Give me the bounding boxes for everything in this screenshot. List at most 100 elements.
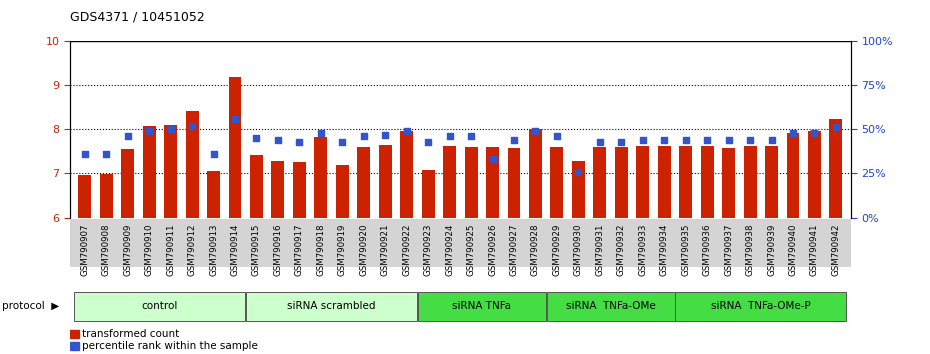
Point (120, 133, 135, 139)
FancyBboxPatch shape (74, 292, 246, 321)
Point (786, 130, 801, 136)
Text: percentile rank within the sample: percentile rank within the sample (82, 341, 258, 351)
Text: GSM790933: GSM790933 (638, 223, 647, 276)
Bar (465, 147, 477, 218)
Text: siRNA  TNFa-OMe: siRNA TNFa-OMe (565, 301, 656, 311)
Bar (70, 342, 78, 350)
Point (699, 137, 714, 143)
Bar (723, 148, 735, 218)
Text: control: control (141, 301, 178, 311)
Text: transformed count: transformed count (82, 329, 179, 339)
Bar (744, 146, 756, 218)
Text: GSM790915: GSM790915 (252, 223, 261, 276)
Text: GSM790935: GSM790935 (681, 223, 690, 276)
Text: GSM790937: GSM790937 (724, 223, 733, 276)
Text: GSM790917: GSM790917 (295, 223, 304, 276)
Point (442, 133, 457, 139)
Text: GSM790928: GSM790928 (531, 223, 540, 276)
Point (185, 123, 200, 129)
Text: GSM790929: GSM790929 (552, 223, 562, 276)
Bar (314, 137, 327, 218)
Bar (421, 170, 434, 218)
Text: GSM790922: GSM790922 (402, 223, 411, 276)
Bar (679, 146, 692, 218)
Text: GSM790923: GSM790923 (424, 223, 432, 276)
Text: GSM790931: GSM790931 (595, 223, 604, 276)
Bar (830, 119, 843, 218)
Point (313, 130, 328, 136)
Point (399, 128, 414, 134)
Point (163, 126, 178, 132)
Bar (444, 146, 456, 218)
Text: GSM790930: GSM790930 (574, 223, 583, 276)
FancyBboxPatch shape (246, 292, 417, 321)
Point (378, 132, 392, 137)
Bar (551, 147, 564, 218)
Bar (508, 148, 521, 218)
Text: GSM790918: GSM790918 (316, 223, 326, 276)
Text: GSM790927: GSM790927 (510, 223, 519, 276)
Point (507, 137, 522, 143)
Point (99, 151, 113, 157)
Bar (250, 155, 263, 218)
Text: protocol  ▶: protocol ▶ (2, 301, 60, 311)
Bar (765, 146, 778, 218)
Bar (400, 131, 413, 218)
Point (743, 137, 758, 143)
Bar (593, 147, 606, 218)
Text: GSM790939: GSM790939 (767, 223, 776, 276)
FancyBboxPatch shape (675, 292, 846, 321)
Point (206, 151, 221, 157)
Point (292, 139, 307, 144)
Text: GSM790940: GSM790940 (789, 223, 798, 276)
Text: GSM790914: GSM790914 (231, 223, 240, 276)
Point (614, 139, 629, 144)
Text: GSM790932: GSM790932 (617, 223, 626, 276)
Point (485, 156, 500, 162)
Point (721, 137, 736, 143)
Point (464, 133, 479, 139)
Text: GSM790919: GSM790919 (338, 223, 347, 276)
Text: GSM790938: GSM790938 (746, 223, 754, 276)
Text: siRNA TNFa: siRNA TNFa (452, 301, 512, 311)
Point (592, 139, 607, 144)
Text: GSM790910: GSM790910 (145, 223, 153, 276)
Bar (486, 147, 499, 218)
Text: GSM790941: GSM790941 (810, 223, 819, 276)
Bar (357, 147, 370, 218)
Bar (636, 146, 649, 218)
Point (550, 133, 565, 139)
Point (77, 151, 92, 157)
Text: GSM790920: GSM790920 (359, 223, 368, 276)
FancyBboxPatch shape (547, 292, 674, 321)
Text: GSM790907: GSM790907 (80, 223, 89, 276)
Bar (787, 133, 800, 218)
Bar (186, 110, 198, 218)
Bar (70, 330, 78, 338)
Point (528, 128, 543, 134)
Point (678, 137, 693, 143)
Point (807, 130, 822, 136)
Text: GDS4371 / 10451052: GDS4371 / 10451052 (70, 11, 205, 24)
Text: GSM790911: GSM790911 (166, 223, 175, 276)
Text: GSM790909: GSM790909 (123, 223, 132, 276)
Text: GSM790942: GSM790942 (831, 223, 841, 276)
Bar (658, 146, 671, 218)
Point (356, 133, 371, 139)
Point (764, 137, 779, 143)
Bar (529, 129, 542, 218)
Point (571, 169, 586, 175)
Point (271, 137, 286, 143)
Text: GSM790921: GSM790921 (380, 223, 390, 276)
Bar (293, 161, 306, 218)
Bar (121, 149, 134, 218)
Point (420, 139, 435, 144)
Text: GSM790936: GSM790936 (703, 223, 711, 276)
Bar (229, 77, 242, 218)
Bar (615, 147, 628, 218)
Text: GSM790934: GSM790934 (659, 223, 669, 276)
Bar (207, 171, 220, 218)
Point (829, 125, 844, 130)
Point (228, 116, 243, 121)
Point (249, 135, 264, 141)
